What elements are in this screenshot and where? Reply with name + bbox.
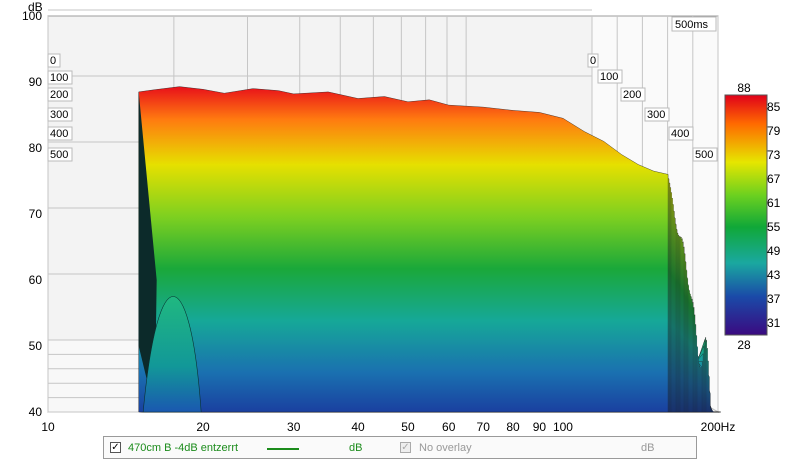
overlay-checkbox[interactable]: ✓	[400, 442, 411, 453]
y-tick-label: 50	[29, 339, 43, 353]
y-tick-label: 40	[29, 405, 43, 419]
time-tick-right: 0	[590, 55, 596, 67]
colorbar-tick-label: 37	[767, 292, 781, 306]
surface-side-wall	[138, 91, 157, 413]
time-tick-left: 200	[50, 89, 68, 101]
colorbar-tick-label: 85	[767, 100, 781, 114]
colorbar: 85 79 73 67 61 55 49 43 37 31 88 28	[724, 81, 781, 352]
legend-bar: ✓ 470cm B -4dB entzerrt dB ✓ No overlay …	[103, 436, 697, 459]
overlay-unit: dB	[641, 442, 655, 454]
y-tick-label: 60	[29, 273, 43, 287]
time-tick-right: 500	[695, 149, 713, 161]
x-tick-label: 10	[41, 420, 55, 434]
time-tick-left: 0	[50, 55, 56, 67]
colorbar-bottom-label: 28	[737, 338, 751, 352]
y-tick-label: 90	[29, 75, 43, 89]
y-tick-label: 80	[29, 141, 43, 155]
colorbar-tick-label: 43	[767, 268, 781, 282]
series-line-swatch	[267, 448, 299, 450]
colorbar-tick-label: 61	[767, 196, 781, 210]
x-tick-label: 40	[351, 420, 365, 434]
colorbar-tick-label: 67	[767, 172, 781, 186]
time-axis-max-label: 500ms	[675, 19, 709, 31]
waterfall-surface	[138, 86, 721, 413]
y-unit-label: dB	[28, 0, 43, 14]
time-tick-right: 100	[600, 71, 618, 83]
colorbar-tick-label: 79	[767, 124, 781, 138]
colorbar-tick-label: 55	[767, 220, 781, 234]
y-tick-label: 70	[29, 207, 43, 221]
time-tick-right: 300	[647, 109, 665, 121]
time-tick-left: 400	[50, 128, 68, 140]
colorbar-tick-label: 31	[767, 316, 781, 330]
colorbar-top-label: 88	[737, 81, 751, 95]
x-tick-label: 20	[196, 420, 210, 434]
x-tick-label: 80	[506, 420, 520, 434]
colorbar-tick-label: 73	[767, 148, 781, 162]
series-label: 470cm B -4dB entzerrt	[128, 442, 239, 454]
x-tick-label: 200Hz	[701, 420, 736, 434]
x-tick-label: 60	[442, 420, 456, 434]
series-unit: dB	[349, 442, 363, 454]
y-tick-label: 100	[22, 9, 42, 23]
time-tick-right: 200	[623, 89, 641, 101]
x-tick-label: 70	[477, 420, 491, 434]
x-tick-label: 50	[401, 420, 415, 434]
x-tick-label: 90	[533, 420, 547, 434]
waterfall-slice	[138, 86, 669, 413]
low-freq-lobe	[142, 296, 202, 413]
x-tick-label: 30	[287, 420, 301, 434]
time-tick-left: 100	[50, 72, 68, 84]
overlay-label: No overlay	[419, 442, 472, 454]
series-checkbox[interactable]: ✓	[110, 442, 121, 453]
time-tick-left: 300	[50, 109, 68, 121]
time-tick-right: 400	[671, 128, 689, 140]
time-tick-left: 500	[50, 149, 68, 161]
colorbar-tick-label: 49	[767, 244, 781, 258]
x-tick-label: 100	[553, 420, 573, 434]
